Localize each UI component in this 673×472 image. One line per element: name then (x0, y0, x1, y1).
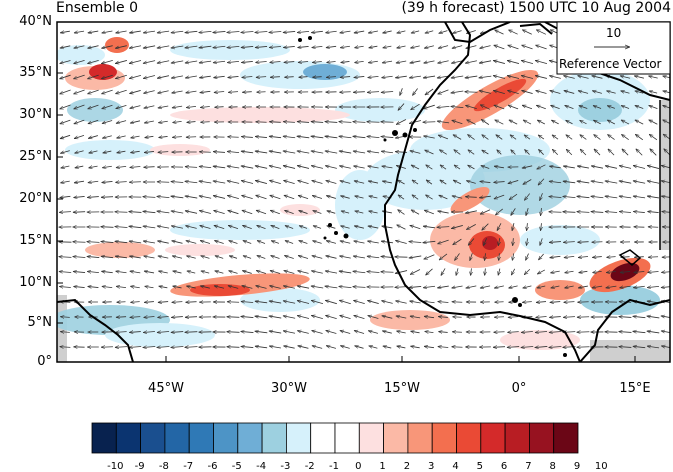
colorbar-label: -10 (107, 461, 123, 472)
colorbar-label: 8 (550, 461, 556, 472)
colorbar-label: 10 (595, 461, 608, 472)
colorbar-label: 7 (525, 461, 531, 472)
colorbar (92, 423, 578, 453)
colorbar-label: 2 (404, 461, 410, 472)
wind-vector (493, 332, 504, 333)
colorbar-label: 3 (428, 461, 434, 472)
lon-label-15e: 15°E (619, 381, 650, 396)
wind-vector (117, 302, 126, 303)
lat-label-10n: 10°N (0, 275, 52, 290)
colorbar-swatch (505, 423, 529, 453)
colorbar-swatch (141, 423, 165, 453)
wind-vector (648, 257, 658, 258)
wind-vector (577, 347, 590, 348)
colorbar-swatch (408, 423, 432, 453)
colorbar-swatch (335, 423, 359, 453)
colorbar-swatch (116, 423, 140, 453)
colorbar-swatch (92, 423, 116, 453)
colorbar-label: -8 (159, 461, 169, 472)
lon-label-0: 0° (512, 381, 527, 396)
colorbar-label: -1 (329, 461, 339, 472)
wind-vector (452, 347, 463, 348)
colorbar-label: 1 (379, 461, 385, 472)
lon-label-30w: 30°W (271, 381, 307, 396)
colorbar-swatch (359, 423, 383, 453)
reference-vector-value: 10 (606, 26, 621, 40)
colorbar-label: -5 (232, 461, 242, 472)
colorbar-swatch (165, 423, 189, 453)
colorbar-label: -2 (305, 461, 315, 472)
lat-label-5n: 5°N (0, 315, 52, 330)
wind-vector (227, 302, 239, 303)
wind-vector (465, 92, 478, 93)
colorbar-swatch (262, 423, 286, 453)
lat-label-15n: 15°N (0, 233, 52, 248)
colorbar-swatch (457, 423, 481, 453)
reference-vector-label: Reference Vector (559, 57, 661, 71)
colorbar-label: -6 (208, 461, 218, 472)
colorbar-label: 9 (574, 461, 580, 472)
wind-vector (339, 92, 350, 93)
colorbar-label: 5 (477, 461, 483, 472)
wind-vector (227, 137, 238, 138)
colorbar-swatch (286, 423, 310, 453)
lat-label-0: 0° (0, 354, 52, 369)
lat-label-20n: 20°N (0, 191, 52, 206)
colorbar-swatch (238, 423, 262, 453)
wind-vector (73, 242, 86, 243)
wind-vector (577, 332, 590, 333)
colorbar-swatch (432, 423, 456, 453)
colorbar-label: 4 (452, 461, 458, 472)
wind-vector (452, 332, 462, 333)
colorbar-label: -4 (256, 461, 266, 472)
lat-label-25n: 25°N (0, 149, 52, 164)
wind-vector (200, 122, 209, 123)
colorbar-swatch (311, 423, 335, 453)
lon-label-45w: 45°W (148, 381, 184, 396)
colorbar-swatch (481, 423, 505, 453)
colorbar-swatch (384, 423, 408, 453)
lat-label-30n: 30°N (0, 107, 52, 122)
colorbar-swatch (529, 423, 553, 453)
colorbar-label: 0 (355, 461, 361, 472)
colorbar-label: -9 (135, 461, 145, 472)
wind-vector (452, 302, 463, 303)
lon-label-15w: 15°W (384, 381, 420, 396)
colorbar-swatch (214, 423, 238, 453)
lat-label-35n: 35°N (0, 65, 52, 80)
colorbar-label: -3 (280, 461, 290, 472)
colorbar-label: 6 (501, 461, 507, 472)
colorbar-swatch (554, 423, 578, 453)
colorbar-label: -7 (183, 461, 193, 472)
lat-label-40n: 40°N (0, 14, 52, 29)
colorbar-swatch (189, 423, 213, 453)
